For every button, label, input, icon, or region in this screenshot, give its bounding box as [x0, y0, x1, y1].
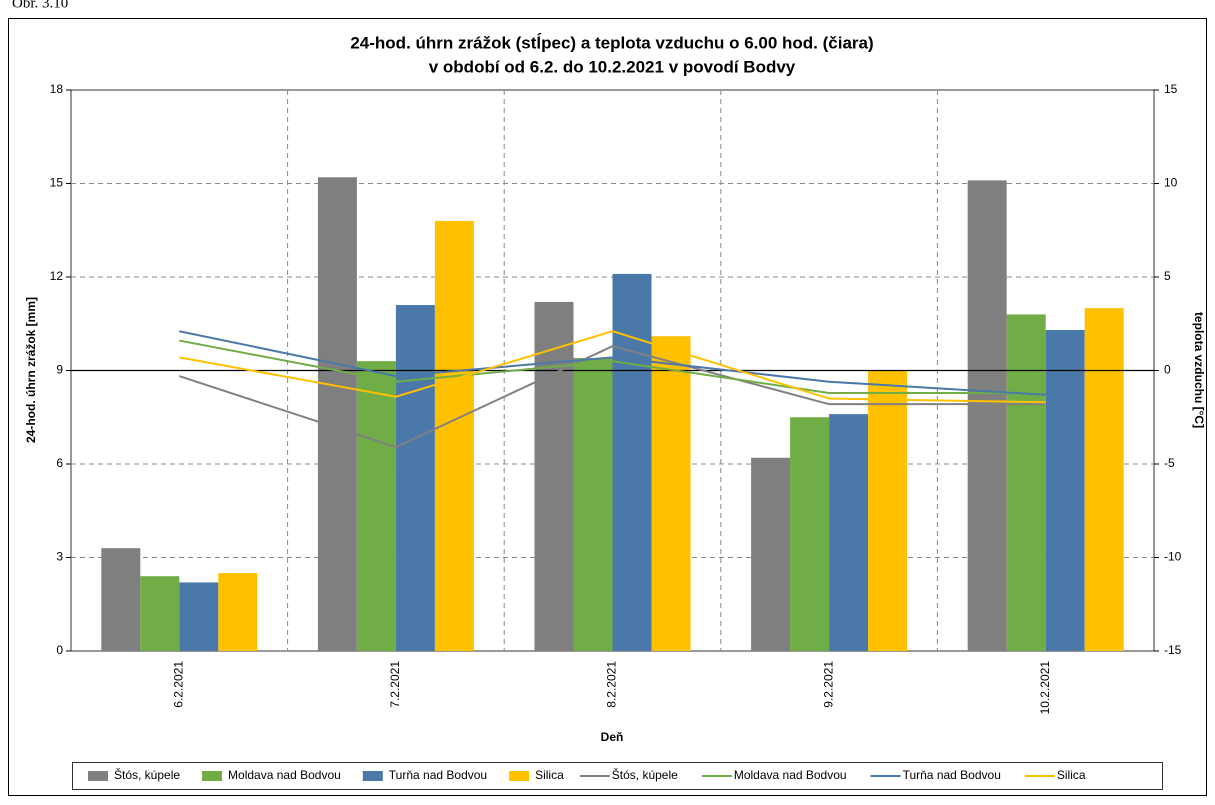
bar: [218, 573, 258, 651]
line: [179, 330, 1046, 404]
x-tick-label: 9.2.2021: [821, 661, 835, 708]
y-tick-label: 12: [50, 269, 64, 283]
bar: [790, 417, 830, 651]
y-tick-label: 18: [50, 82, 64, 96]
bar: [751, 457, 791, 651]
legend-box: [72, 762, 1163, 790]
legend-label: Silica: [1057, 768, 1086, 782]
chart-border: [8, 18, 1207, 796]
legend-label: Moldava nad Bodvou: [228, 768, 341, 782]
bar: [356, 361, 396, 651]
y2-tick-label: 15: [1164, 82, 1178, 96]
bar: [868, 370, 908, 651]
y-tick-label: 3: [56, 550, 63, 564]
chart-title: 24-hod. úhrn zrážok (stĺpec) a teplota v…: [350, 32, 873, 52]
y-tick-label: 15: [50, 176, 64, 190]
bar: [101, 548, 141, 651]
x-tick-label: 7.2.2021: [388, 661, 402, 708]
y-tick-label: 9: [56, 363, 63, 377]
bar: [1006, 314, 1046, 651]
bar: [967, 180, 1007, 651]
line: [178, 345, 1046, 449]
y-tick-label: 0: [56, 643, 63, 657]
bar: [1084, 308, 1124, 651]
legend-label: Silica: [535, 768, 564, 782]
x-tick-label: 8.2.2021: [605, 661, 619, 708]
bar: [434, 220, 474, 651]
legend-label: Štós, kúpele: [114, 767, 180, 782]
legend-swatch: [362, 771, 383, 781]
legend-label: Štós, kúpele: [612, 767, 678, 782]
bar: [651, 336, 691, 651]
y-tick-label: 6: [56, 456, 63, 470]
bar: [612, 273, 652, 651]
y-axis-label: 24-hod. úhrn zrážok [mm]: [24, 297, 38, 443]
y2-tick-label: 0: [1164, 363, 1171, 377]
legend-swatch: [88, 771, 108, 781]
bar: [140, 576, 180, 651]
line: [179, 339, 1046, 394]
caption: Obr. 3.10: [12, 0, 68, 11]
bar: [179, 582, 219, 651]
x-axis-label: Deň: [601, 730, 624, 744]
chart-subtitle: v období od 6.2. do 10.2.2021 v povodí B…: [429, 57, 796, 76]
y2-tick-label: 5: [1164, 269, 1171, 283]
bar: [829, 414, 869, 651]
bar: [1045, 329, 1085, 651]
legend-label: Turňa nad Bodvou: [389, 768, 487, 782]
y2-axis-label: teplota vzduchu [°C]: [1192, 312, 1206, 428]
legend-label: Turňa nad Bodvou: [903, 768, 1001, 782]
legend-swatch: [202, 771, 223, 781]
bar: [317, 177, 357, 651]
y2-tick-label: -5: [1164, 456, 1175, 470]
bar: [534, 301, 574, 651]
legend-swatch: [509, 771, 530, 781]
x-tick-label: 10.2.2021: [1038, 661, 1052, 715]
bar: [573, 358, 613, 651]
bar: [395, 305, 435, 651]
y2-tick-label: -10: [1164, 550, 1182, 564]
x-tick-label: 6.2.2021: [171, 661, 185, 708]
line: [179, 330, 1046, 396]
y2-tick-label: 10: [1164, 176, 1178, 190]
legend-label: Moldava nad Bodvou: [734, 768, 847, 782]
y2-tick-label: -15: [1164, 643, 1182, 657]
